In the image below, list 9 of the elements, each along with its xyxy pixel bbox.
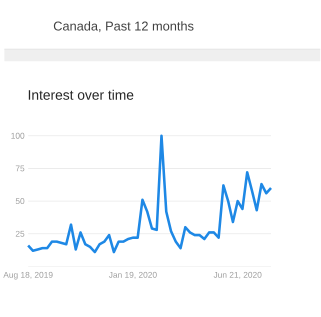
x-tick-label: Jan 19, 2020 <box>108 272 157 279</box>
y-tick-label: 50 <box>16 198 24 204</box>
chart-subtitle: Canada, Past 12 months <box>54 21 194 32</box>
y-tick-label: 25 <box>16 230 24 237</box>
x-tick-label: Jun 21, 2020 <box>214 272 262 279</box>
y-tick-label: 75 <box>16 166 24 172</box>
y-tick-label: 100 <box>11 132 24 139</box>
x-tick-label: Aug 18, 2019 <box>3 272 53 280</box>
chart-title: Interest over time <box>28 90 134 100</box>
